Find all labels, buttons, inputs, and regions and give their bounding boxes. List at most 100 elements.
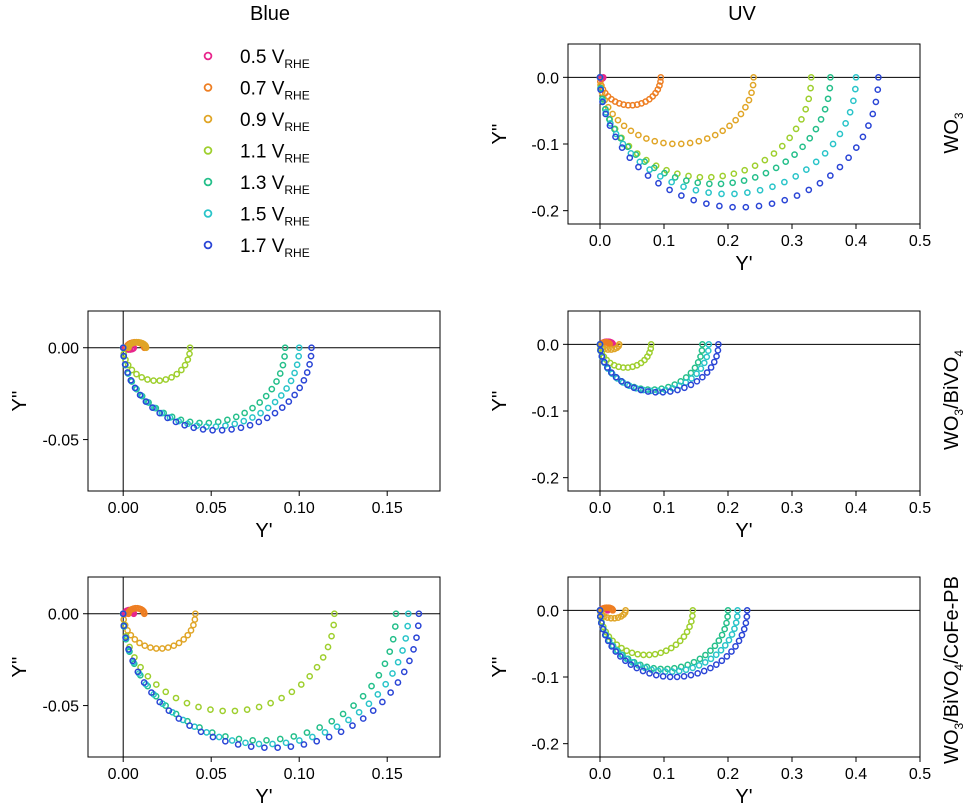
data-point <box>668 668 676 675</box>
data-point <box>140 610 148 618</box>
data-point <box>614 614 622 621</box>
data-point <box>690 196 698 204</box>
data-point <box>170 642 178 650</box>
data-point <box>687 381 695 389</box>
data-point <box>827 172 834 179</box>
data-point <box>639 667 647 675</box>
data-point <box>805 95 813 103</box>
data-point <box>276 370 284 377</box>
data-point <box>693 370 700 378</box>
data-point <box>827 73 834 81</box>
data-point <box>659 388 667 396</box>
data-point <box>368 682 375 690</box>
x-tick-label: 0.4 <box>845 766 867 783</box>
data-point <box>719 172 727 180</box>
legend-label: 1.7 VRHE <box>240 236 310 260</box>
data-point <box>249 736 257 744</box>
data-point <box>635 163 642 171</box>
data-point <box>359 692 367 700</box>
data-point <box>740 177 748 184</box>
data-point <box>702 651 709 659</box>
data-point <box>119 610 127 618</box>
data-point <box>678 192 685 199</box>
data-point <box>303 729 311 736</box>
x-tick-label: 0.10 <box>284 766 315 783</box>
y-tick-label: -0.2 <box>531 471 559 488</box>
data-point <box>741 166 749 174</box>
data-point <box>612 648 620 655</box>
data-point <box>597 619 605 627</box>
x-tick-label: 0.05 <box>196 766 227 783</box>
data-point <box>703 135 711 142</box>
data-point <box>805 186 813 194</box>
data-point <box>212 423 220 430</box>
data-point <box>328 632 335 640</box>
data-point <box>770 150 778 157</box>
data-point <box>802 105 810 113</box>
legend-label: 0.9 VRHE <box>240 110 310 134</box>
data-point <box>207 706 214 713</box>
data-point <box>612 130 620 138</box>
data-point <box>821 105 829 113</box>
y-tick-label: -0.1 <box>531 670 559 687</box>
data-point <box>696 655 704 663</box>
data-point <box>156 377 164 385</box>
legend-marker <box>203 51 213 61</box>
data-point <box>120 350 128 358</box>
data-point <box>392 610 400 618</box>
data-point <box>124 361 132 369</box>
data-point <box>609 110 616 118</box>
x-tick-label: 0.5 <box>909 500 931 517</box>
data-point <box>707 647 714 655</box>
data-point <box>141 642 149 650</box>
x-tick-label: 0.15 <box>372 500 403 517</box>
panel-blue-cofe: 0.00 0.05 0.10 0.15 0.00 -0.05 Y' Y'' <box>9 576 441 808</box>
data-point <box>737 110 745 118</box>
data-point <box>798 115 805 123</box>
data-point <box>273 378 280 385</box>
data-point <box>689 612 696 620</box>
x-tick-label: 0.4 <box>845 500 867 517</box>
data-point <box>215 733 223 741</box>
data-point <box>707 364 715 371</box>
data-point <box>387 689 394 696</box>
data-point <box>404 610 412 618</box>
data-point <box>700 667 708 675</box>
y-tick-label: 0.0 <box>537 337 559 354</box>
data-point <box>824 95 832 103</box>
data-point <box>786 134 794 142</box>
data-point <box>687 671 695 679</box>
data-point <box>321 729 329 736</box>
data-point <box>386 648 394 656</box>
data-point <box>607 614 615 622</box>
data-point <box>622 606 629 614</box>
data-point <box>263 736 270 744</box>
y-axis-label: Y'' <box>489 124 511 145</box>
legend-label: 1.5 VRHE <box>240 205 310 229</box>
data-point <box>643 135 650 142</box>
data-point <box>812 125 820 133</box>
data-point <box>748 89 755 97</box>
data-point <box>414 622 422 630</box>
data-point <box>872 98 880 106</box>
data-point <box>231 420 239 428</box>
data-point <box>276 735 284 743</box>
data-point <box>644 388 652 395</box>
data-point <box>756 186 764 194</box>
data-point <box>605 116 613 123</box>
data-point <box>328 717 336 725</box>
y-axis-label: Y'' <box>9 391 31 412</box>
plot-frame <box>87 310 441 492</box>
y-tick-label: -0.05 <box>43 699 80 716</box>
data-point <box>291 391 298 399</box>
x-tick-label: 0.1 <box>653 500 675 517</box>
data-point <box>728 648 735 655</box>
data-point <box>707 655 715 663</box>
y-tick-label: -0.1 <box>531 404 559 421</box>
data-point <box>850 97 857 105</box>
data-point <box>228 737 236 744</box>
legend-label: 0.5 VRHE <box>240 47 310 71</box>
data-point <box>762 169 770 177</box>
data-point <box>661 169 668 177</box>
data-point <box>689 664 697 672</box>
